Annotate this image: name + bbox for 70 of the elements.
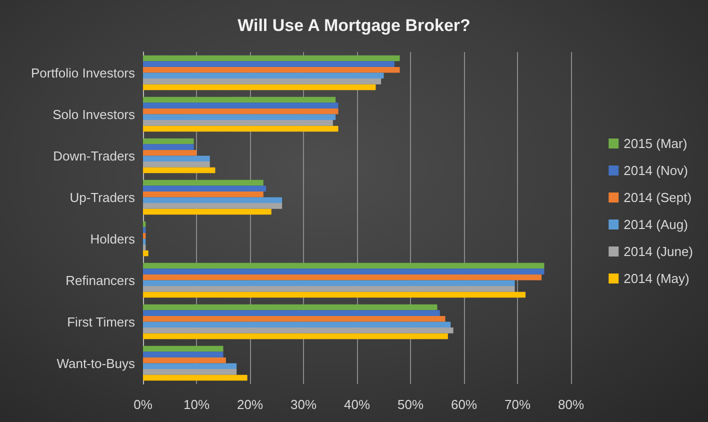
y-tick-label: First Timers	[67, 314, 136, 330]
bar	[143, 150, 196, 156]
bar	[143, 333, 448, 340]
legend-label: 2014 (Sept)	[624, 190, 692, 205]
legend-label: 2014 (Nov)	[624, 163, 688, 178]
bar	[143, 138, 194, 144]
bar	[143, 310, 440, 316]
bar	[143, 280, 515, 286]
bar	[143, 126, 338, 132]
bar	[143, 292, 526, 298]
x-tick-label: 0%	[134, 397, 153, 412]
legend-label: 2014 (June)	[624, 244, 694, 259]
x-tick-label: 30%	[290, 397, 317, 412]
bar	[143, 120, 333, 126]
bar	[143, 186, 266, 192]
bar	[143, 328, 454, 334]
y-tick-label: Portfolio Investors	[30, 65, 136, 80]
x-tick-label: 80%	[558, 397, 584, 412]
legend-label: 2014 (May)	[624, 271, 690, 286]
bar	[143, 369, 237, 375]
bar	[143, 286, 515, 292]
bar	[143, 66, 400, 73]
bar	[143, 180, 264, 186]
bar	[143, 232, 146, 239]
y-tick-label: Solo Investors	[52, 106, 136, 122]
bar	[143, 274, 542, 280]
chart-title: Will Use A Mortgage Broker?	[238, 16, 470, 35]
bar	[143, 352, 224, 358]
bar	[143, 84, 376, 90]
x-tick-label: 70%	[504, 397, 531, 412]
bar	[143, 262, 544, 269]
bar	[143, 268, 544, 274]
legend-label: 2015 (Mar)	[624, 136, 688, 151]
bar	[143, 102, 338, 108]
bar	[143, 167, 216, 174]
bar	[143, 250, 148, 256]
bar	[143, 244, 146, 250]
x-tick-label: 10%	[183, 397, 210, 412]
bar	[143, 96, 336, 103]
y-tick-label: Holders	[90, 231, 136, 246]
bar	[143, 357, 226, 364]
y-tick-label: Refinancers	[66, 272, 136, 288]
bar	[143, 374, 248, 381]
bar	[143, 316, 446, 322]
bar	[143, 227, 146, 233]
x-tick-label: 50%	[397, 397, 424, 412]
bar	[143, 322, 451, 328]
bar	[143, 61, 394, 67]
bar	[143, 208, 272, 215]
bar	[143, 72, 384, 79]
bar	[143, 162, 210, 168]
bar	[143, 191, 264, 198]
bar	[143, 55, 400, 62]
bar	[143, 197, 282, 204]
y-tick-label: Up-Traders	[70, 190, 136, 205]
bar	[143, 304, 438, 310]
bar	[143, 144, 194, 150]
bar	[143, 78, 382, 84]
bar	[143, 203, 282, 209]
legend-label: 2014 (Aug)	[624, 217, 688, 232]
x-tick-label: 40%	[344, 397, 370, 412]
x-tick-label: 20%	[236, 397, 264, 412]
y-tick-label: Want-to-Buys	[56, 356, 136, 371]
y-tick-label: Down-Traders	[53, 148, 136, 164]
bar	[143, 346, 224, 352]
bar	[143, 108, 338, 114]
bar	[143, 156, 210, 162]
x-tick-label: 60%	[450, 397, 478, 412]
bar	[143, 114, 336, 120]
bar	[143, 363, 237, 370]
